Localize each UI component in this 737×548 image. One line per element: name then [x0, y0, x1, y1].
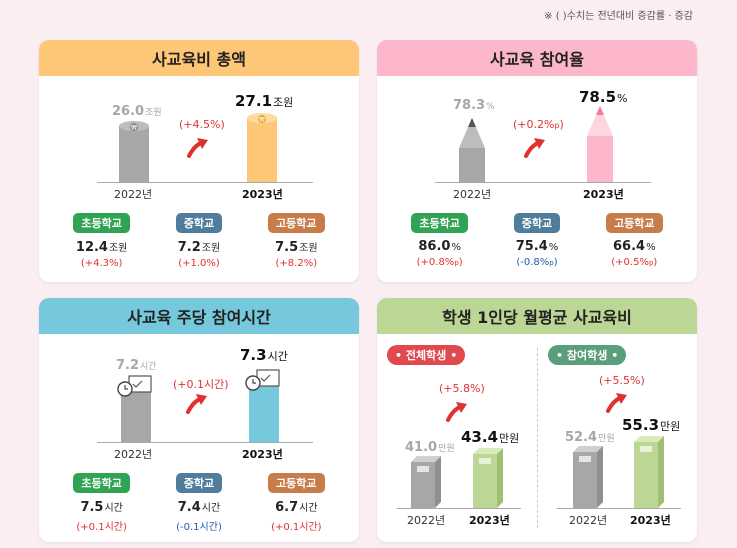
increase-arrow-icon: [187, 138, 208, 158]
change-total: (+4.5%): [179, 118, 225, 131]
x-axis-participating: [557, 508, 681, 509]
bar-part-2022: [573, 446, 603, 508]
increase-arrow-icon: [186, 394, 207, 414]
card-title: 사교육 참여율: [377, 40, 697, 76]
bar-2023: ₩: [247, 113, 277, 182]
value-part-2022: 52.4만원: [565, 430, 615, 445]
year-2022: 2022년: [114, 448, 153, 461]
pencil-bar-2023: [587, 106, 613, 182]
card-title: 사교육 주당 참여시간: [39, 298, 359, 334]
value-part-2023: 55.3만원: [622, 416, 681, 434]
card-title: 학생 1인당 월평균 사교육비: [377, 298, 697, 334]
year-2023: 2023년: [583, 188, 624, 201]
school-breakdown: 초등학교 12.4조원 (+4.3%) 중학교 7.2조원 (+1.0%) 고등…: [39, 212, 359, 269]
value-2023: 27.1조원: [235, 92, 294, 110]
card-title: 사교육비 총액: [39, 40, 359, 76]
svg-text:₩: ₩: [131, 125, 137, 132]
year-all-2022: 2022년: [407, 514, 446, 527]
increase-arrow-icon: [606, 393, 627, 413]
bar-2022: ₩: [119, 121, 149, 182]
value-2023: 7.3시간: [240, 346, 288, 364]
breakdown-high: 고등학교 66.4% (+0.5%p): [586, 212, 682, 268]
svg-text:₩: ₩: [259, 117, 265, 124]
x-axis: [97, 442, 313, 443]
card-total-expenditure: 사교육비 총액 26.0조원 ₩ (+4.5%) 27.1조원 ₩ 2022년 …: [39, 40, 359, 282]
x-axis: [97, 182, 313, 183]
card-monthly-per-student: 학생 1인당 월평균 사교육비 • 전체학생 • (+5.8%) 41.0만원 …: [377, 298, 697, 542]
change-participation: (+0.2%p): [513, 118, 564, 131]
bar-all-2023: [473, 448, 503, 508]
year-2023: 2023년: [242, 448, 283, 461]
value-2022: 7.2시간: [116, 358, 157, 373]
pencil-bar-2022: [459, 118, 485, 182]
breakdown-high: 고등학교 7.5조원 (+8.2%): [248, 212, 344, 269]
value-all-2023: 43.4만원: [461, 428, 520, 446]
value-2022: 26.0조원: [112, 104, 162, 119]
tag-all-students: • 전체학생 •: [387, 345, 466, 365]
breakdown-elementary: 초등학교 12.4조원 (+4.3%): [54, 212, 150, 269]
bar-2023: [245, 369, 280, 442]
breakdown-high: 고등학교 6.7시간 (+0.1시간): [248, 472, 344, 533]
change-hours: (+0.1시간): [173, 378, 229, 391]
breakdown-middle: 중학교 7.4시간 (-0.1시간): [151, 472, 247, 533]
card-weekly-hours: 사교육 주당 참여시간 7.2시간 (+0.1시간) 7.3시간 2022년 2…: [39, 298, 359, 542]
bar-part-2023: [634, 436, 664, 508]
breakdown-elementary: 초등학교 7.5시간 (+0.1시간): [54, 472, 150, 533]
year-2023: 2023년: [242, 188, 283, 201]
breakdown-elementary: 초등학교 86.0% (+0.8%p): [392, 212, 488, 268]
card-participation-rate: 사교육 참여율 78.3% (+0.2%p) 78.5% 2022년 2023년…: [377, 40, 697, 282]
value-all-2022: 41.0만원: [405, 440, 455, 455]
increase-arrow-icon: [446, 402, 467, 422]
footnote: ※ ( )수치는 전년대비 증감률 · 증감: [544, 11, 693, 22]
increase-arrow-icon: [524, 138, 545, 158]
year-part-2022: 2022년: [569, 514, 608, 527]
breakdown-middle: 중학교 7.2조원 (+1.0%): [151, 212, 247, 269]
group-divider: [537, 348, 538, 528]
breakdown-middle: 중학교 75.4% (-0.8%p): [489, 212, 585, 268]
year-2022: 2022년: [114, 188, 153, 201]
year-part-2023: 2023년: [630, 514, 671, 527]
x-axis-all: [397, 508, 521, 509]
value-2022: 78.3%: [453, 98, 495, 113]
year-all-2023: 2023년: [469, 514, 510, 527]
x-axis: [435, 182, 651, 183]
bar-2022: [117, 375, 152, 442]
bar-all-2022: [411, 456, 441, 508]
school-breakdown: 초등학교 7.5시간 (+0.1시간) 중학교 7.4시간 (-0.1시간) 고…: [39, 472, 359, 533]
tag-participating-students: • 참여학생 •: [548, 345, 627, 365]
change-all-students: (+5.8%): [439, 382, 485, 395]
change-participating-students: (+5.5%): [599, 374, 645, 387]
year-2022: 2022년: [453, 188, 492, 201]
value-2023: 78.5%: [579, 88, 628, 106]
school-breakdown: 초등학교 86.0% (+0.8%p) 중학교 75.4% (-0.8%p) 고…: [377, 212, 697, 268]
